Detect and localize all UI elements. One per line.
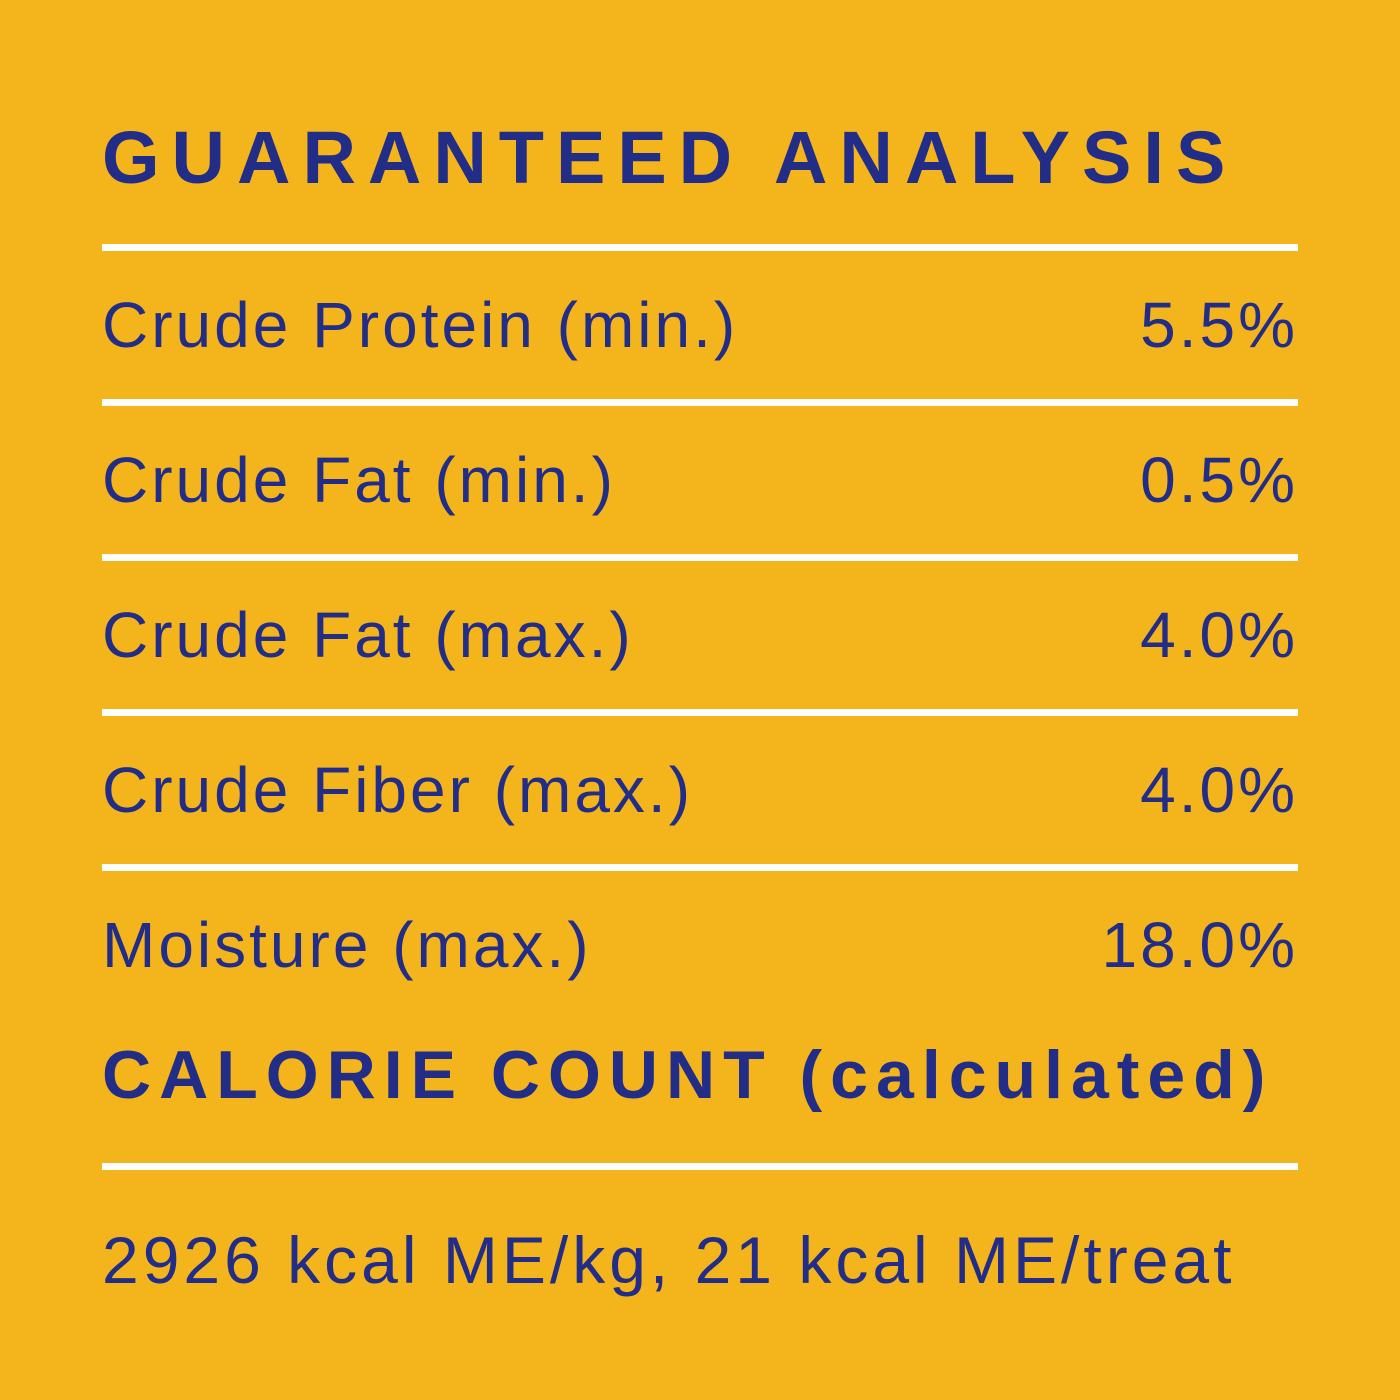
nutrient-name: Crude Protein (min.) (102, 289, 739, 361)
calorie-count-value: 2926 kcal ME/kg, 21 kcal ME/treat (102, 1223, 1236, 1297)
divider (102, 709, 1298, 716)
nutrient-name: Moisture (max.) (102, 909, 592, 981)
panel-title: GUARANTEED ANALYSIS (102, 116, 1238, 199)
nutrient-name: Crude Fat (max.) (102, 599, 634, 671)
nutrient-value: 18.0% (1101, 909, 1298, 981)
divider (102, 399, 1298, 406)
divider (102, 244, 1298, 251)
analysis-row-crude-fat-max: Crude Fat (max.) 4.0% (102, 561, 1298, 709)
nutrient-name: Crude Fat (min.) (102, 444, 616, 516)
divider (102, 864, 1298, 871)
nutrient-value: 4.0% (1140, 754, 1298, 826)
divider (102, 1163, 1298, 1170)
nutrient-value: 4.0% (1140, 599, 1298, 671)
calorie-count-heading: CALORIE COUNT (calculated) (102, 1037, 1274, 1113)
nutrient-name: Crude Fiber (max.) (102, 754, 693, 826)
analysis-row-crude-protein: Crude Protein (min.) 5.5% (102, 251, 1298, 399)
analysis-row-crude-fiber: Crude Fiber (max.) 4.0% (102, 716, 1298, 864)
divider (102, 554, 1298, 561)
analysis-row-crude-fat-min: Crude Fat (min.) 0.5% (102, 406, 1298, 554)
nutrient-value: 0.5% (1140, 444, 1298, 516)
analysis-row-moisture: Moisture (max.) 18.0% (102, 871, 1298, 1019)
nutrient-value: 5.5% (1140, 289, 1298, 361)
